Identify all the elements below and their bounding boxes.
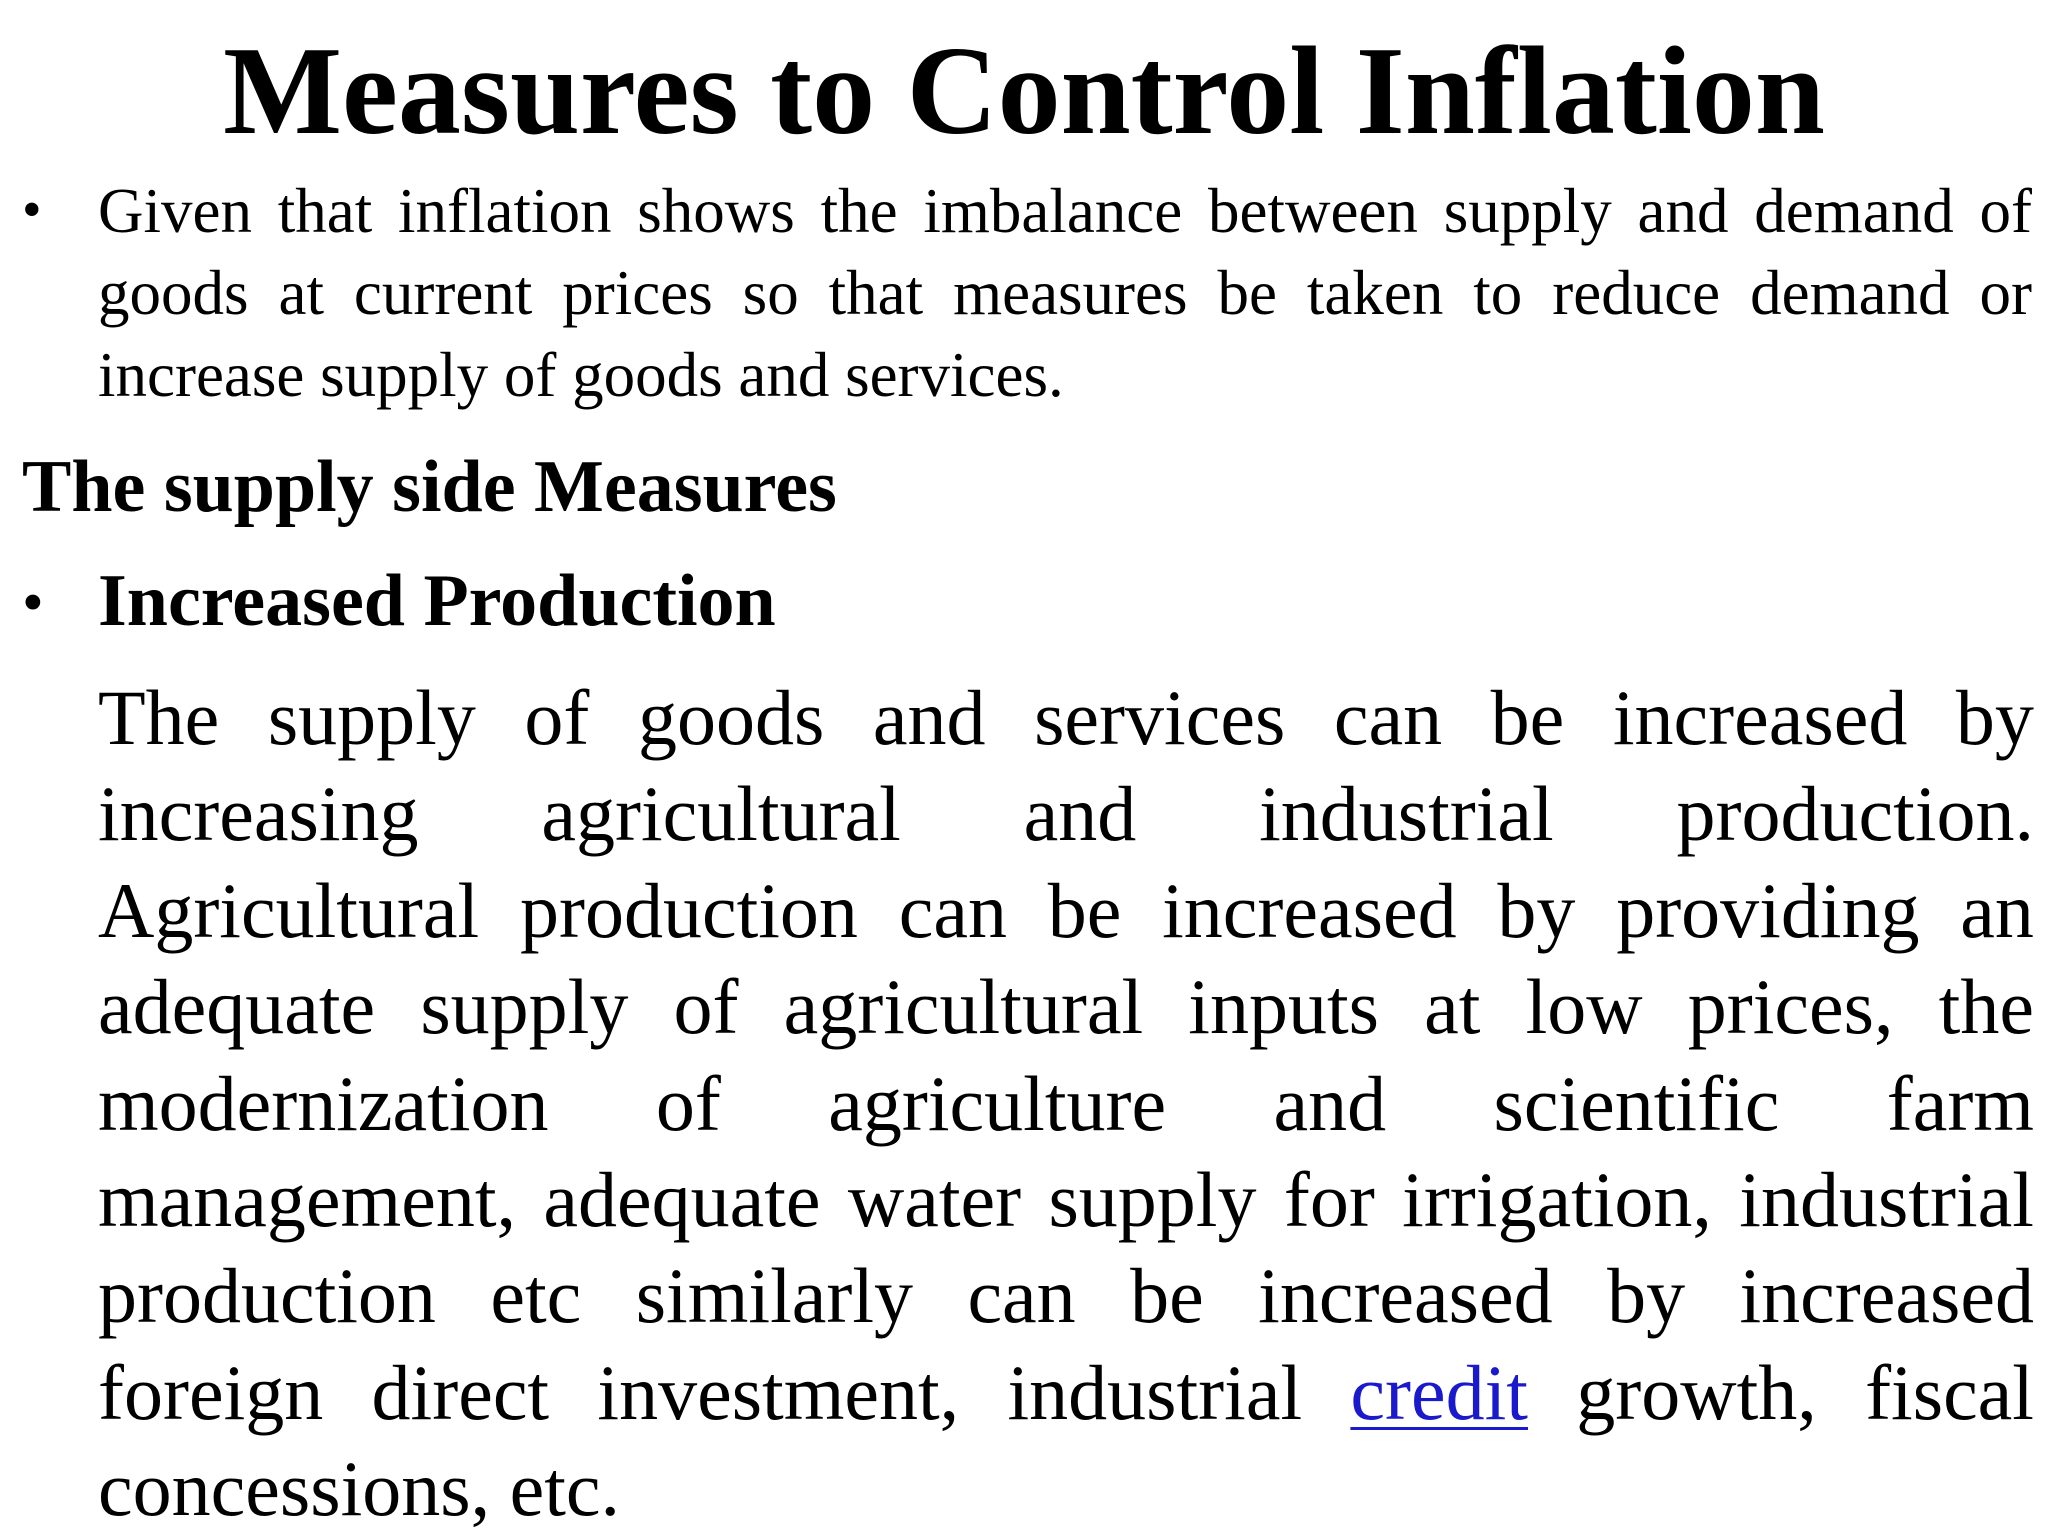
paragraph-word: management,	[98, 1155, 516, 1243]
paragraph-word: and	[872, 674, 986, 761]
paragraph-word: foreign	[98, 1348, 324, 1436]
paragraph-word: industrial	[1739, 1155, 2034, 1243]
paragraph-word: Agricultural	[98, 866, 480, 954]
credit-link[interactable]: credit	[1350, 1348, 1528, 1436]
section-heading: The supply side Measures	[22, 446, 837, 528]
paragraph-word: investment,	[597, 1348, 960, 1436]
paragraph-line: modernization of agriculture and scientific f…	[98, 1056, 2034, 1152]
paragraph-word: scientific	[1493, 1059, 1780, 1147]
bullet-marker: •	[22, 179, 42, 241]
paragraph-word: increasing	[98, 770, 419, 858]
paragraph-word: the	[1938, 963, 2034, 1051]
paragraph-word: increased	[1258, 1252, 1553, 1340]
paragraph-word: industrial	[1259, 770, 1554, 858]
paragraph-word: direct	[371, 1348, 550, 1436]
bullet-marker: •	[22, 569, 44, 637]
paragraph-word: be	[1130, 1252, 1204, 1340]
paragraph-line: production etc similarly can be increased by in…	[98, 1248, 2034, 1344]
paragraph-word: concessions, etc.	[98, 1445, 621, 1533]
paragraph-word: production.	[1676, 770, 2034, 858]
paragraph-line: Agricultural production can be increased by pr…	[98, 863, 2034, 959]
paragraph-word: be	[1490, 674, 1565, 761]
paragraph-word: goods	[637, 674, 825, 761]
paragraph-word: farm	[1886, 1059, 2034, 1147]
paragraph-word: and	[1273, 1059, 1387, 1147]
paragraph-word: growth,	[1576, 1348, 1817, 1436]
paragraph-word: supply	[267, 674, 476, 761]
paragraph-word: supply	[420, 963, 629, 1051]
paragraph-word: of	[673, 963, 739, 1051]
paragraph-line: foreign direct investment, industrial credit…	[98, 1345, 2034, 1441]
paragraph-word: agricultural	[541, 770, 901, 858]
paragraph-word: be	[1047, 866, 1122, 954]
paragraph-word: at	[1424, 963, 1481, 1051]
paragraph-word: for	[1283, 1155, 1375, 1243]
paragraph-word: adequate	[98, 963, 376, 1051]
paragraph-word: low	[1525, 963, 1643, 1051]
intro-paragraph: Given that inflation shows the imbalance…	[98, 176, 2032, 410]
paragraph-word: production	[98, 1252, 436, 1340]
slide-title: Measures to Control Inflation	[223, 22, 1825, 161]
subsection-heading: Increased Production	[98, 560, 776, 642]
body-paragraph: The supply of goods and services can be increase…	[98, 670, 2034, 1538]
paragraph-word: adequate	[543, 1155, 821, 1243]
paragraph-word: an	[1960, 866, 2034, 954]
paragraph-word: similarly	[635, 1252, 914, 1340]
paragraph-word: of	[655, 1059, 721, 1147]
paragraph-line: concessions, etc.	[98, 1441, 2034, 1537]
paragraph-word: irrigation,	[1402, 1155, 1712, 1243]
paragraph-word: fiscal	[1865, 1348, 2034, 1436]
paragraph-word: increased	[1162, 866, 1457, 954]
paragraph-word: industrial	[1007, 1348, 1303, 1436]
paragraph-word: can	[967, 1252, 1076, 1340]
paragraph-line: increasing agricultural and industrial produ…	[98, 766, 2034, 862]
paragraph-word: water	[847, 1155, 1022, 1243]
paragraph-word: by	[1607, 1252, 1686, 1340]
paragraph-word: prices,	[1687, 963, 1894, 1051]
paragraph-word: inputs	[1188, 963, 1379, 1051]
paragraph-word: agriculture	[828, 1059, 1167, 1147]
paragraph-word: by	[1497, 866, 1576, 954]
paragraph-word: providing	[1616, 866, 1920, 954]
paragraph-word: modernization	[98, 1059, 549, 1147]
paragraph-line: adequate supply of agricultural inputs at low p…	[98, 959, 2034, 1055]
paragraph-word: services	[1034, 674, 1286, 761]
paragraph-word: of	[524, 674, 590, 761]
paragraph-word: increased	[1739, 1252, 2034, 1340]
paragraph-word: The	[98, 674, 220, 761]
paragraph-word: production	[519, 866, 858, 954]
paragraph-word: supply	[1048, 1155, 1257, 1243]
paragraph-line: management, adequate water supply for irrigat…	[98, 1152, 2034, 1248]
paragraph-word: etc	[490, 1252, 582, 1340]
paragraph-word: and	[1023, 770, 1137, 858]
paragraph-line: The supply of goods and services can be increase…	[98, 670, 2034, 766]
paragraph-word: by	[1955, 674, 2034, 761]
paragraph-word: can	[1333, 674, 1443, 761]
paragraph-word: can	[898, 866, 1007, 954]
paragraph-word: increased	[1612, 674, 1908, 761]
paragraph-word: agricultural	[783, 963, 1144, 1051]
